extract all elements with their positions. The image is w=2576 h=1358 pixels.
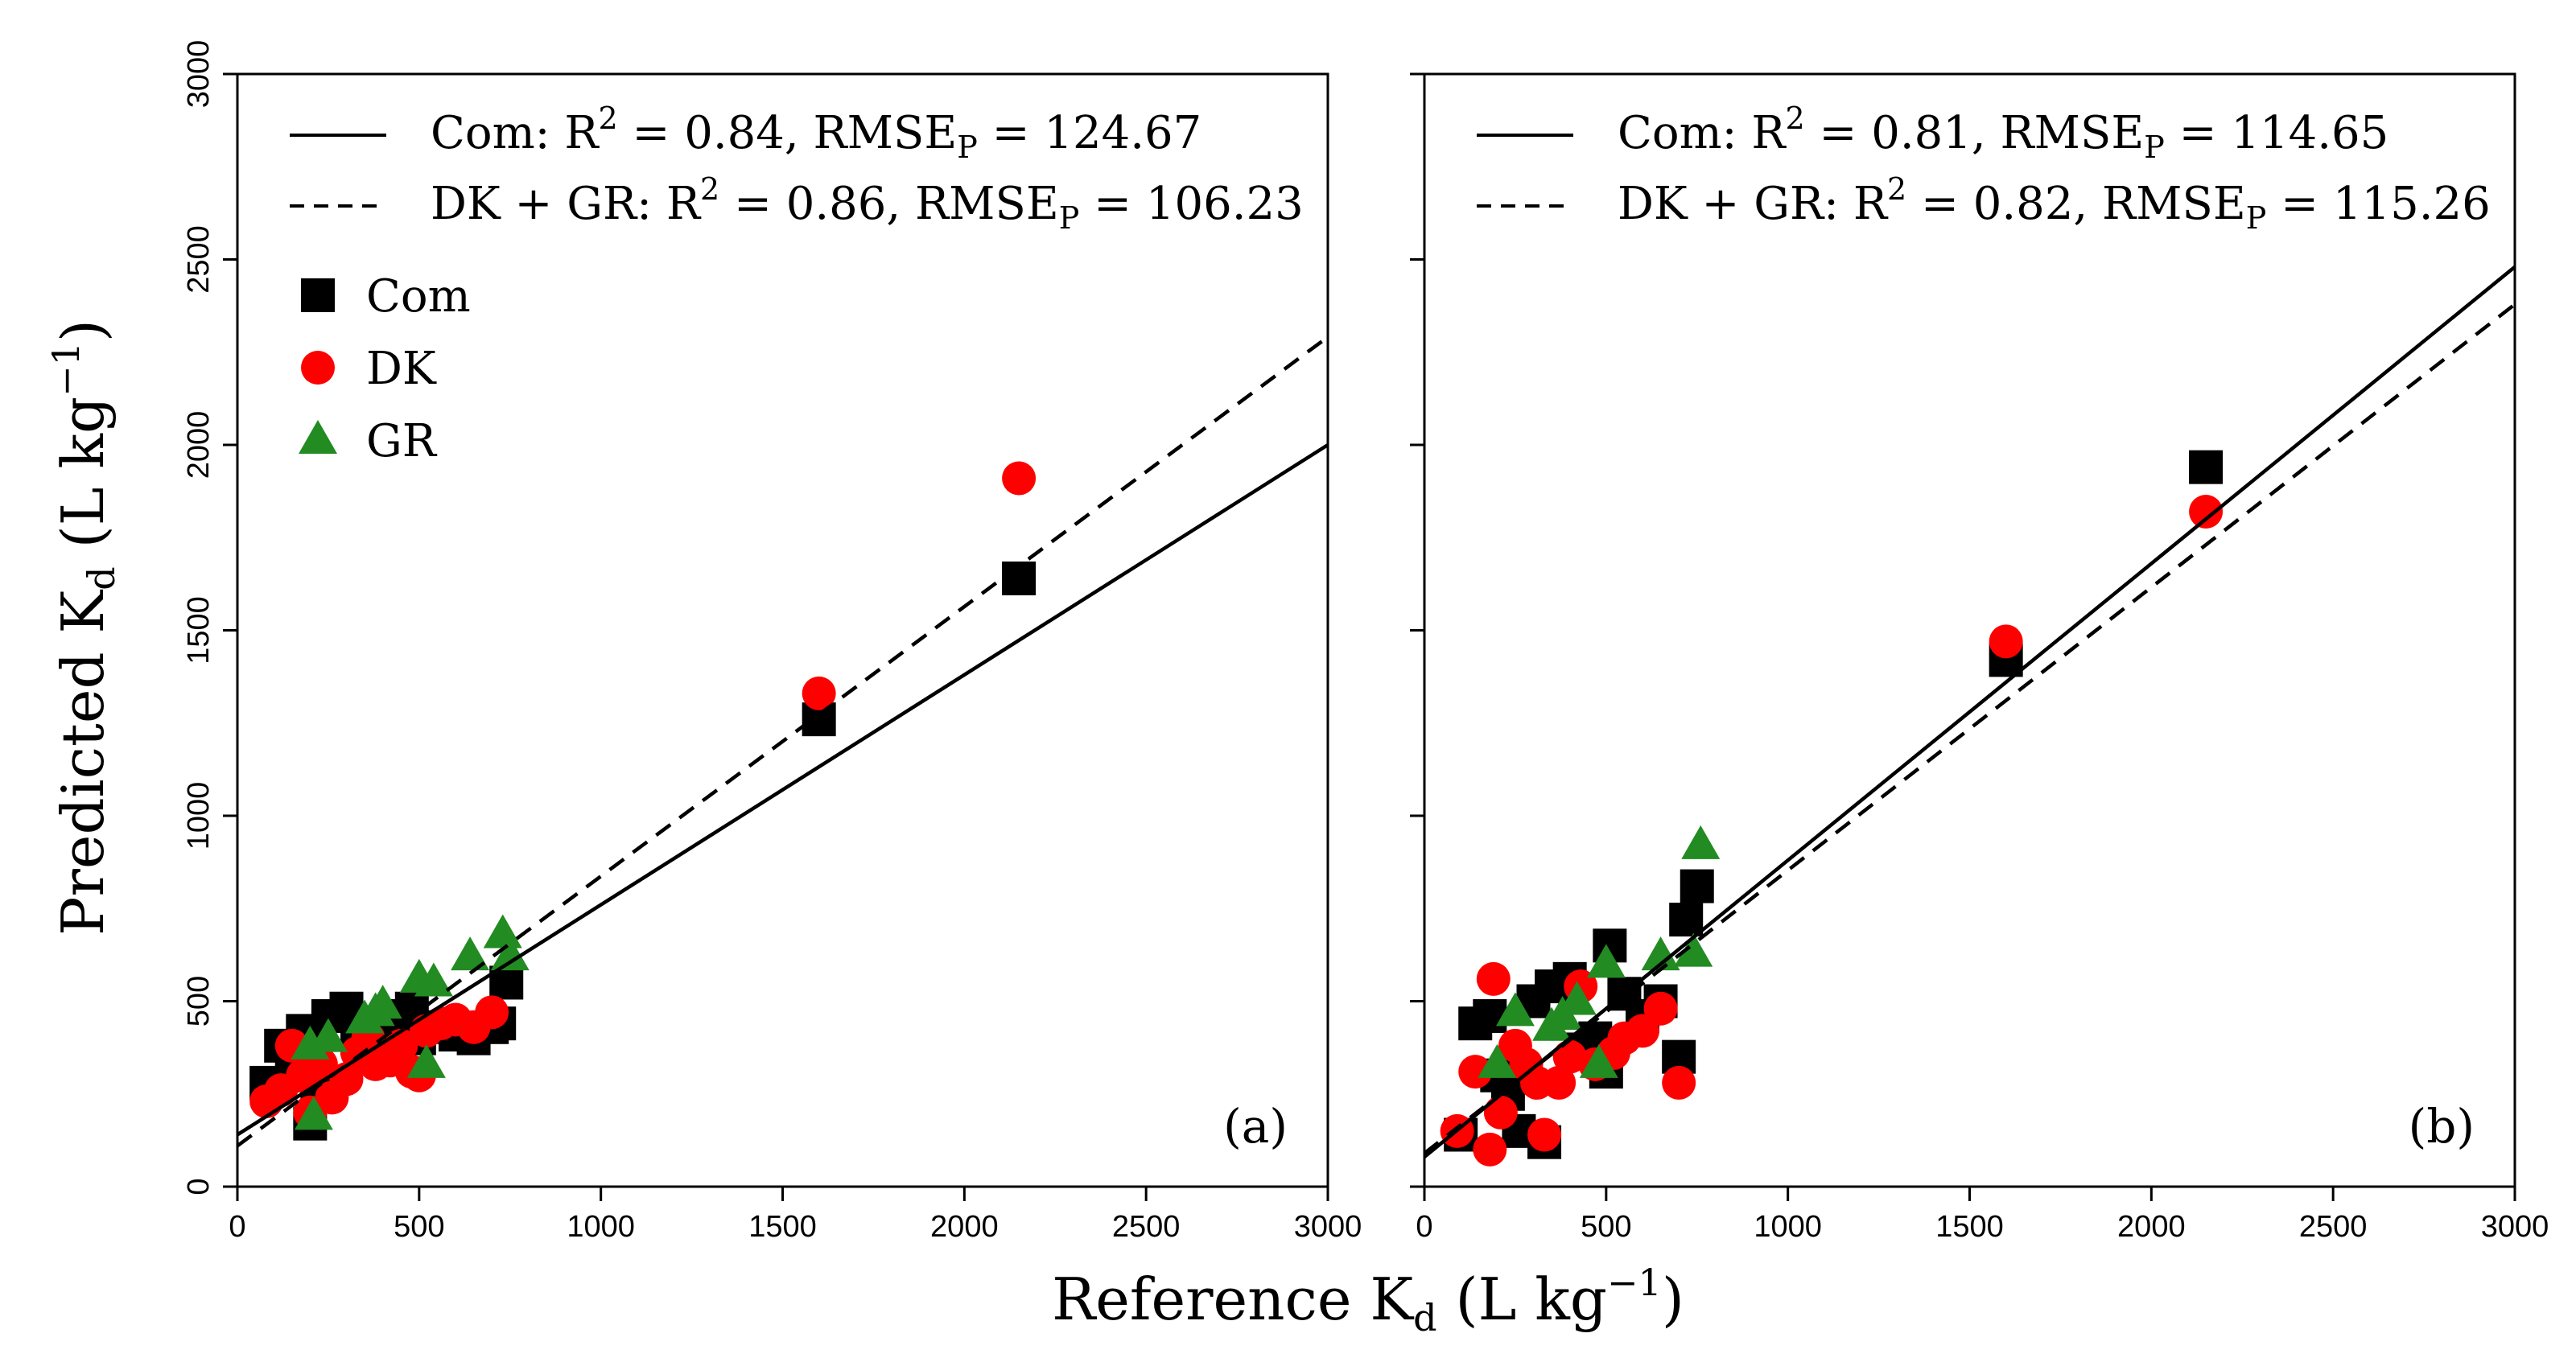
point-dk	[1989, 624, 2023, 659]
x-tick-label: 2500	[2299, 1210, 2368, 1244]
point-gr	[1681, 825, 1721, 859]
x-tick-label: 2000	[2117, 1210, 2186, 1244]
point-dk	[1552, 1039, 1587, 1074]
point-dk	[802, 676, 836, 710]
point-dk	[1527, 1117, 1562, 1152]
point-dk	[1002, 461, 1037, 496]
point-gr	[1478, 1043, 1517, 1078]
x-axis-title: Reference Kd (L kg−1)	[1052, 1261, 1684, 1339]
y-tick-label: 3000	[182, 40, 216, 109]
plot-frame	[1423, 72, 2516, 1188]
point-dk	[1662, 1065, 1696, 1100]
point-dk	[1476, 961, 1511, 996]
x-tick-label: 1500	[1935, 1210, 2004, 1244]
point-com	[1680, 869, 1714, 903]
x-tick-label: 2000	[930, 1210, 999, 1244]
point-gr	[294, 1096, 333, 1130]
point-gr	[1579, 1043, 1618, 1078]
y-tick-label: 1500	[182, 596, 216, 665]
y-tick-label: 2000	[182, 411, 216, 479]
fit-line-com	[1423, 265, 2516, 1158]
x-tick-label: 500	[1581, 1210, 1631, 1244]
point-gr	[483, 914, 522, 949]
y-tick-label: 500	[182, 976, 216, 1027]
y-tick-label: 0	[182, 1178, 216, 1195]
point-dk	[475, 995, 509, 1030]
point-dk	[1643, 991, 1678, 1026]
legend-marker-com	[301, 278, 335, 312]
legend-label-gr: GR	[366, 415, 438, 467]
legend-fit-label: DK + GR: R2 = 0.82, RMSEP = 115.26	[1618, 171, 2491, 236]
legend-label-com: Com	[366, 270, 471, 323]
panel-label: (a)	[1223, 1099, 1288, 1154]
y-tick-label: 1000	[182, 782, 216, 850]
point-gr	[1586, 944, 1626, 978]
x-tick-label: 500	[394, 1210, 444, 1244]
x-tick-label: 1500	[748, 1210, 817, 1244]
point-dk	[1542, 1065, 1577, 1100]
point-gr	[1641, 936, 1680, 971]
y-axis-title: Predicted Kd (L kg−1)	[44, 319, 123, 936]
point-gr	[1495, 992, 1535, 1027]
point-dk	[1483, 1095, 1518, 1130]
point-dk	[2189, 494, 2224, 529]
point-com	[1473, 998, 1507, 1033]
panel-a: 0 500 1000 1500 2000 2500 3000 0 500 1000 1500 2000…	[182, 40, 1362, 1244]
point-gr	[1557, 981, 1597, 1015]
point-gr	[451, 936, 490, 971]
fit-line-dk-gr	[1423, 302, 2516, 1155]
point-com	[1669, 903, 1704, 937]
fit-line-com	[236, 443, 1329, 1137]
legend-marker-dk	[301, 351, 335, 385]
panel-label: (b)	[2409, 1099, 2475, 1154]
point-com	[2189, 450, 2224, 484]
legend-fit-label: Com: R2 = 0.81, RMSEP = 114.65	[1618, 101, 2388, 165]
point-gr	[363, 985, 402, 1019]
x-tick-label: 2500	[1112, 1210, 1181, 1244]
legend-label-dk: DK	[366, 343, 437, 395]
legend-marker-gr	[299, 420, 337, 454]
x-tick-label: 1000	[1754, 1210, 1822, 1244]
point-gr	[406, 1043, 446, 1078]
x-tick-label: 0	[1416, 1210, 1432, 1244]
plot-area	[249, 461, 1037, 1141]
point-gr	[414, 962, 453, 997]
point-dk	[1458, 1055, 1493, 1089]
x-tick-label: 1000	[567, 1210, 635, 1244]
y-tick-label: 2500	[182, 225, 216, 294]
point-dk	[1473, 1132, 1507, 1167]
point-gr	[308, 1018, 348, 1052]
legend-fit-label: DK + GR: R2 = 0.86, RMSEP = 106.23	[431, 171, 1304, 236]
panel-b: 0 500 1000 1500 2000 2500 3000 Com: R2 = 0.81, …	[1410, 72, 2549, 1244]
point-gr	[490, 936, 530, 971]
fit-line-dk-gr	[236, 335, 1329, 1148]
x-tick-label: 0	[229, 1210, 245, 1244]
point-gr	[1674, 932, 1713, 967]
x-tick-label: 3000	[2481, 1210, 2549, 1244]
plot-area	[1440, 450, 2224, 1167]
legend-fit-label: Com: R2 = 0.84, RMSEP = 124.67	[431, 101, 1201, 165]
x-tick-label: 3000	[1294, 1210, 1362, 1244]
